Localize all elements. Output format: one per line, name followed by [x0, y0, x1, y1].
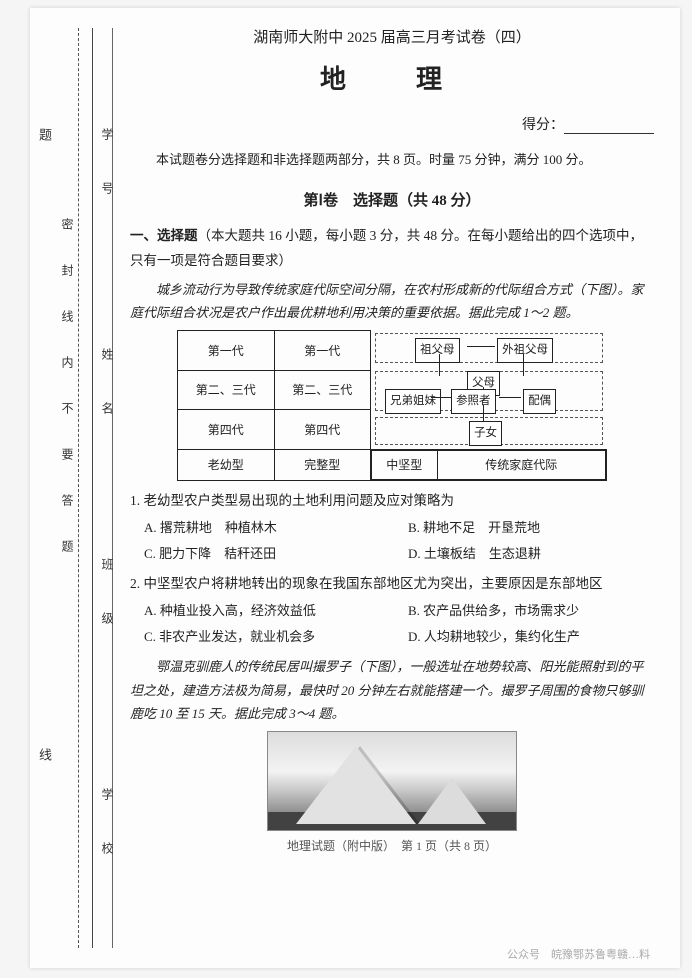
- score-label: 得分：: [522, 118, 564, 133]
- diagram-table: 第一代 第一代 祖父母 外祖父母 父母: [177, 330, 607, 481]
- score-line: 得分：: [130, 114, 654, 134]
- q2-opt-d[interactable]: D. 人均耕地较少，集约化生产: [408, 625, 654, 649]
- page-header: 湖南师大附中 2025 届高三月考试卷（四）: [130, 26, 654, 47]
- section1-lead-rest: （本大题共 16 小题，每小题 3 分，共 48 分。在每小题给出的四个选项中，…: [130, 228, 643, 268]
- watermark: 公众号 皖豫鄂苏鲁粤赣…料: [507, 946, 650, 962]
- part1-title: 第Ⅰ卷 选择题（共 48 分）: [130, 189, 654, 210]
- gutter-seal-text: 密 封 线 内 不 要 答 题: [62, 218, 76, 562]
- tree-ch: 子女: [469, 421, 502, 446]
- tree-sp: 配偶: [523, 389, 556, 414]
- legend-2: 完整型: [274, 449, 371, 480]
- tree-ref: 参照者: [451, 389, 496, 414]
- legend-3: 中坚型: [372, 450, 438, 479]
- q1-opt-b[interactable]: B. 耕地不足 开垦荒地: [408, 516, 654, 540]
- q2-options: A. 种植业投入高，经济效益低 B. 农产品供给多，市场需求少 C. 非农产业发…: [144, 599, 654, 649]
- q2-opt-c[interactable]: C. 非农产业发达，就业机会多: [144, 625, 390, 649]
- tree-sib: 兄弟姐妹: [385, 389, 441, 414]
- section1-lead: 一、选择题（本大题共 16 小题，每小题 3 分，共 48 分。在每小题给出的四…: [130, 224, 654, 274]
- legend-1: 老幼型: [178, 449, 275, 480]
- q2-stem: 2. 中坚型农户将耕地转出的现象在我国东部地区尤为突出，主要原因是东部地区: [130, 572, 654, 597]
- tree-row1-box: [375, 333, 602, 363]
- q1-opt-d[interactable]: D. 土壤板结 生态退耕: [408, 542, 654, 566]
- cell-r1c2: 第一代: [274, 331, 371, 371]
- gutter-label-class: 班 级: [100, 558, 116, 638]
- tent-photo: [267, 731, 517, 831]
- score-blank[interactable]: [564, 120, 654, 134]
- q1-options: A. 撂荒耕地 种植林木 B. 耕地不足 开垦荒地 C. 肥力下降 秸秆还田 D…: [144, 516, 654, 566]
- gutter-short-a: 题: [34, 128, 54, 147]
- section-1: 一、选择题（本大题共 16 小题，每小题 3 分，共 48 分。在每小题给出的四…: [130, 224, 654, 858]
- family-tree: 祖父母 外祖父母 父母 兄弟姐妹 参照者 配偶: [371, 331, 606, 449]
- q1-opt-a[interactable]: A. 撂荒耕地 种植林木: [144, 516, 390, 540]
- family-diagram: 第一代 第一代 祖父母 外祖父母 父母: [177, 330, 607, 481]
- tree-gp2: 外祖父母: [497, 338, 553, 363]
- gutter-label-name: 姓 名: [100, 348, 116, 428]
- passage-1: 城乡流动行为导致传统家庭代际空间分隔，在农村形成新的代际组合方式（下图）。家庭代…: [130, 278, 654, 325]
- gutter-label-school: 学 校: [100, 788, 116, 868]
- cell-r2c1: 第二、三代: [178, 370, 275, 410]
- paper-intro: 本试题卷分选择题和非选择题两部分，共 8 页。时量 75 分钟，满分 100 分…: [130, 148, 654, 173]
- section1-lead-bold: 一、选择题: [130, 228, 198, 243]
- passage-2: 鄂温克驯鹿人的传统民居叫撮罗子（下图），一般选址在地势较高、阳光能照射到的平坦之…: [130, 655, 654, 725]
- q2-opt-b[interactable]: B. 农产品供给多，市场需求少: [408, 599, 654, 623]
- exam-page: 学 号 姓 名 班 级 学 校 密 封 线 内 不 要 答 题 题 线 湖南师大…: [30, 8, 680, 968]
- binding-gutter: 学 号 姓 名 班 级 学 校 密 封 线 内 不 要 答 题 题 线: [30, 8, 130, 968]
- tree-line: [483, 405, 484, 421]
- tree-line: [523, 354, 524, 376]
- q2-opt-a[interactable]: A. 种植业投入高，经济效益低: [144, 599, 390, 623]
- page-footer: 地理试题（附中版） 第 1 页（共 8 页）: [130, 835, 654, 857]
- tree-line: [499, 397, 521, 398]
- tree-gp1: 祖父母: [415, 338, 460, 363]
- cell-r3c1: 第四代: [178, 410, 275, 450]
- gutter-label-id: 学 号: [100, 128, 116, 208]
- tree-line: [431, 397, 451, 398]
- cell-r3c2: 第四代: [274, 410, 371, 450]
- subject-title: 地 理: [130, 59, 654, 96]
- legend-4: 传统家庭代际: [437, 450, 605, 479]
- tree-line: [467, 346, 495, 347]
- tree-line: [439, 354, 440, 376]
- cell-r1c1: 第一代: [178, 331, 275, 371]
- q1-stem: 1. 老幼型农户类型易出现的土地利用问题及应对策略为: [130, 489, 654, 514]
- gutter-short-b: 线: [34, 748, 54, 767]
- q1-opt-c[interactable]: C. 肥力下降 秸秆还田: [144, 542, 390, 566]
- cell-r2c2: 第二、三代: [274, 370, 371, 410]
